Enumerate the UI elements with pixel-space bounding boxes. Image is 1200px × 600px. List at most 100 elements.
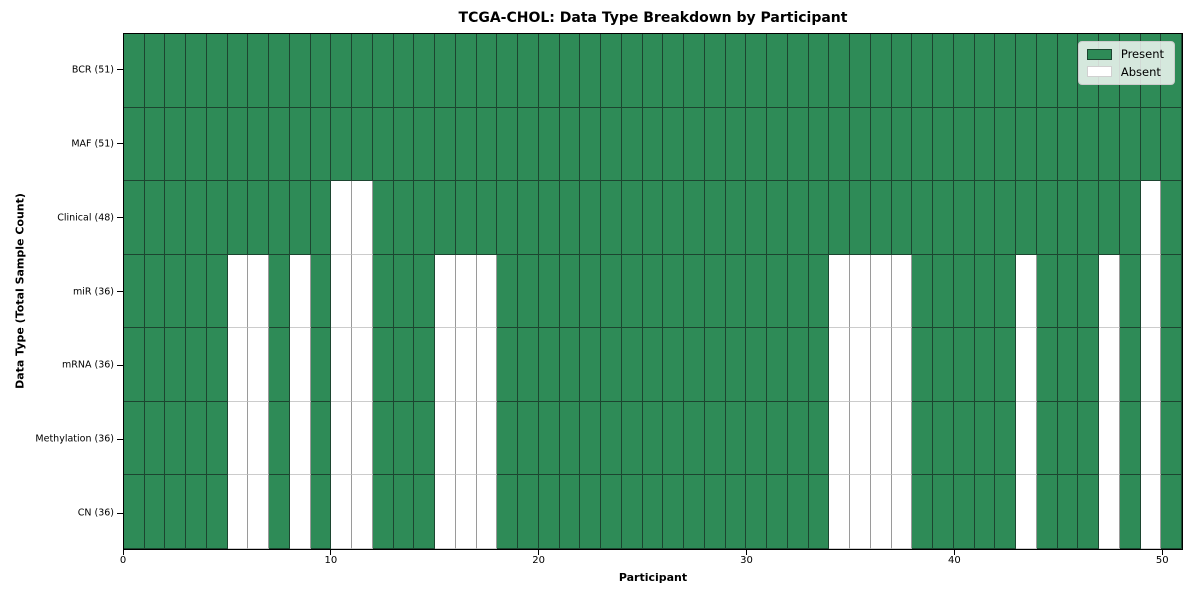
cell-row6-p13 xyxy=(393,475,415,549)
cell-row2-p1 xyxy=(144,181,166,255)
cell-row4-p33 xyxy=(808,328,830,402)
cell-row4-p24 xyxy=(621,328,643,402)
cell-row4-p29 xyxy=(725,328,747,402)
cell-row2-p24 xyxy=(621,181,643,255)
cell-row1-p27 xyxy=(684,107,705,182)
cell-row3-p41 xyxy=(974,254,996,329)
cell-row2-p11 xyxy=(352,181,373,255)
cell-row5-p26 xyxy=(663,401,685,476)
cell-row6-p16 xyxy=(455,475,477,549)
cell-row0-p1 xyxy=(144,34,166,108)
x-tick-label-50: 50 xyxy=(1155,555,1169,566)
cell-row5-p25 xyxy=(642,401,664,476)
y-tick-mark-5 xyxy=(117,438,123,440)
cell-row5-p28 xyxy=(704,401,726,476)
cell-row3-p27 xyxy=(684,254,705,329)
cell-row0-p45 xyxy=(1057,34,1079,108)
legend-swatch-present xyxy=(1086,48,1112,60)
cell-row6-p39 xyxy=(933,475,954,549)
cell-row4-p30 xyxy=(746,328,768,402)
cell-row6-p42 xyxy=(995,475,1017,549)
cell-row4-p47 xyxy=(1099,328,1120,402)
cell-row1-p3 xyxy=(186,107,207,182)
cell-row5-p12 xyxy=(372,401,394,476)
cell-row3-p32 xyxy=(787,254,809,329)
cell-row0-p28 xyxy=(704,34,726,108)
legend-label-present: Present xyxy=(1120,47,1164,61)
cell-row2-p18 xyxy=(497,181,519,255)
cell-row0-p29 xyxy=(725,34,747,108)
cell-row5-p2 xyxy=(165,401,187,476)
cell-row5-p40 xyxy=(953,401,975,476)
legend: Present Absent xyxy=(1077,41,1175,86)
cell-row4-p45 xyxy=(1057,328,1079,402)
cell-row0-p30 xyxy=(746,34,768,108)
cell-row4-p50 xyxy=(1161,328,1182,402)
cell-row6-p31 xyxy=(767,475,788,549)
cell-row4-p34 xyxy=(829,328,851,402)
cell-row3-p43 xyxy=(1016,254,1037,329)
cell-row1-p17 xyxy=(476,107,498,182)
cell-row6-p12 xyxy=(372,475,394,549)
cell-row2-p0 xyxy=(124,181,145,255)
cell-row2-p2 xyxy=(165,181,187,255)
cell-row3-p0 xyxy=(124,254,145,329)
cell-row5-p16 xyxy=(455,401,477,476)
cell-row4-p25 xyxy=(642,328,664,402)
cell-row2-p39 xyxy=(933,181,954,255)
cell-row4-p19 xyxy=(518,328,539,402)
cell-row0-p19 xyxy=(518,34,539,108)
x-axis-label: Participant xyxy=(618,571,688,584)
cell-row5-p29 xyxy=(725,401,747,476)
cell-row6-p7 xyxy=(269,475,290,549)
cell-row0-p0 xyxy=(124,34,145,108)
cell-row0-p21 xyxy=(559,34,581,108)
cell-row2-p29 xyxy=(725,181,747,255)
cell-row1-p14 xyxy=(414,107,436,182)
cell-row1-p38 xyxy=(912,107,934,182)
cell-row2-p9 xyxy=(310,181,332,255)
x-tick-label-30: 30 xyxy=(740,555,753,566)
cell-row3-p42 xyxy=(995,254,1017,329)
cell-row4-p32 xyxy=(787,328,809,402)
cell-row5-p22 xyxy=(580,401,602,476)
cell-row4-p41 xyxy=(974,328,996,402)
cell-row1-p33 xyxy=(808,107,830,182)
cell-row1-p23 xyxy=(601,107,622,182)
cell-row0-p25 xyxy=(642,34,664,108)
cell-row4-p48 xyxy=(1119,328,1141,402)
cell-row2-p23 xyxy=(601,181,622,255)
cell-row4-p4 xyxy=(206,328,228,402)
cell-row0-p9 xyxy=(310,34,332,108)
cell-row5-p44 xyxy=(1036,401,1058,476)
cell-row3-p23 xyxy=(601,254,622,329)
cell-row2-p13 xyxy=(393,181,415,255)
cell-row2-p28 xyxy=(704,181,726,255)
cell-row5-p47 xyxy=(1099,401,1120,476)
cell-row6-p0 xyxy=(124,475,145,549)
cell-row0-p14 xyxy=(414,34,436,108)
cell-row4-p46 xyxy=(1078,328,1100,402)
cell-row1-p0 xyxy=(124,107,145,182)
cell-row1-p22 xyxy=(580,107,602,182)
cell-row3-p15 xyxy=(435,254,456,329)
cell-row6-p11 xyxy=(352,475,373,549)
cell-row4-p15 xyxy=(435,328,456,402)
cell-row1-p1 xyxy=(144,107,166,182)
cell-row6-p4 xyxy=(206,475,228,549)
cell-row2-p35 xyxy=(850,181,871,255)
cell-row6-p40 xyxy=(953,475,975,549)
cell-row3-p8 xyxy=(289,254,311,329)
cell-row2-p21 xyxy=(559,181,581,255)
cell-row5-p43 xyxy=(1016,401,1037,476)
cell-row2-p20 xyxy=(538,181,560,255)
cell-row3-p29 xyxy=(725,254,747,329)
cell-row0-p4 xyxy=(206,34,228,108)
cell-row6-p14 xyxy=(414,475,436,549)
cell-row2-p49 xyxy=(1140,181,1162,255)
cell-row6-p15 xyxy=(435,475,456,549)
cell-row0-p26 xyxy=(663,34,685,108)
cell-row5-p20 xyxy=(538,401,560,476)
x-tick-mark-0 xyxy=(122,550,124,555)
cell-row0-p34 xyxy=(829,34,851,108)
